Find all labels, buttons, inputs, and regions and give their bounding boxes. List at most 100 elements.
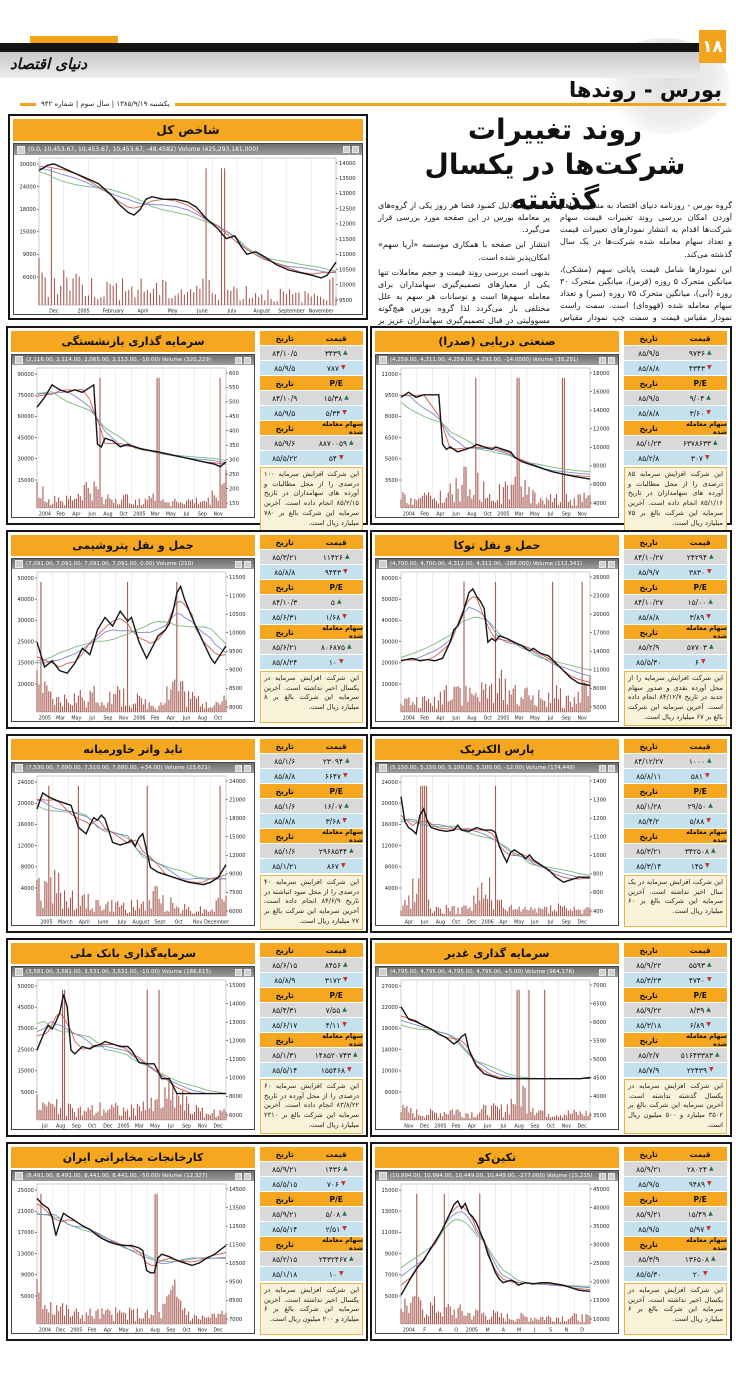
svg-text:Jun: Jun [135,1328,144,1334]
capital-increase-note: این شرکت افزایش سرمایه را از محل آورده ن… [624,671,727,726]
svg-text:1200: 1200 [593,816,606,822]
date-header: تاریخ [275,423,294,433]
price-low-date: ۸۵/۸/۸ [638,363,660,373]
svg-text:2005: 2005 [39,716,51,722]
company-panel: تکین‌کو (10,994.00, 10,994.00, 10,449.00… [370,1142,732,1341]
svg-text:30000: 30000 [381,639,398,645]
shares-low-date: ۸۵/۱/۲۱ [272,861,298,871]
svg-text:10000: 10000 [593,1317,610,1323]
svg-text:15000: 15000 [381,1188,398,1194]
pe-high-row: ▲ ۱۵/۴۹ ۸۵/۹/۲۱ [624,1207,727,1221]
svg-text:5000: 5000 [593,705,606,711]
down-arrow-icon: ▼ [709,1066,714,1073]
date-header: تاریخ [639,945,658,955]
svg-text:2005: 2005 [118,1124,130,1130]
pe-low-row: ▼ ۴/۱۱ ۸۵/۶/۱۷ [260,1018,363,1032]
svg-text:800: 800 [593,872,603,878]
price-chart: 11500 11000 10500 10000 9500 9000 8500 8000 5000… [17,571,246,722]
window-ohlc-label: (7,091.00, 7,091.00, 7,091.00, 7,091.00,… [26,561,194,567]
pe-low-value: ۶/۸۹ [689,1020,705,1030]
shares-low-value: ۱۵۵۴۶۸ [320,1065,345,1075]
svg-text:D: D [580,1328,584,1334]
svg-text:Mar: Mar [151,512,160,518]
up-arrow-icon: ▲ [342,349,348,356]
shares-header-row: سهام معامله شده تاریخ [260,420,363,436]
shares-low-row: ▼ ۱۰ ۸۵/۸/۲۴ [260,655,363,669]
price-chart: 7000 6500 6000 5500 5000 4500 4000 3500 27000 220… [381,979,606,1130]
svg-text:Mar: Mar [56,716,65,722]
pe-low-date: ۸۵/۴/۲ [638,816,660,826]
pe-high-row: ▲ ۲۹/۵۰ ۸۵/۱/۲۸ [624,799,727,813]
data-table: قیمت تاریخ ▲ ۲۸۰۲۴ ۸۵/۹/۲۱ ▼ ۹۴۸۹ ۸۵/۹/۵ P… [624,1147,727,1335]
pe-low-row: ▼ ۳/۶۰ ۸۵/۸/۸ [624,406,727,420]
shares-header-row: سهام معامله شده تاریخ [624,420,727,436]
date-header: تاریخ [639,786,658,796]
pe-low-value: ۵/۹۷ [689,1224,705,1234]
shares-high-row: ▲ ۵۱۶۴۳۳۸۳ ۸۵/۲/۷ [624,1048,727,1062]
svg-text:Dec: Dec [56,1328,66,1334]
pe-high-date: ۸۴/۱۰/۳ [272,597,298,607]
svg-text:May: May [150,1124,160,1130]
shares-high-date: ۸۵/۲/۹ [638,642,660,652]
up-arrow-icon: ▲ [349,847,354,854]
svg-text:2006: 2006 [482,920,494,926]
svg-text:14500: 14500 [229,1187,246,1193]
svg-text:3500: 3500 [385,478,398,484]
section-title: بورس - روندها [568,78,722,102]
svg-text:Dec: Dec [420,1124,430,1130]
pe-low-row: ▼ ۵/۸۸ ۸۵/۴/۲ [624,814,727,828]
date-header: تاریخ [275,741,294,751]
price-header: قیمت [689,945,711,955]
up-arrow-icon: ▲ [353,1051,358,1058]
svg-text:Sep: Sep [198,512,207,518]
svg-text:18000: 18000 [19,207,36,213]
up-arrow-icon: ▲ [706,394,711,401]
price-high-value: ۹۷۳۶ [688,348,705,358]
svg-text:6500: 6500 [385,435,398,441]
down-arrow-icon: ▼ [342,772,348,779]
shares-header-row: سهام معامله شده تاریخ [260,1236,363,1252]
svg-text:5000: 5000 [21,1294,34,1300]
price-low-row: ▼ ۹۴۸۹ ۸۵/۹/۵ [624,1177,727,1191]
svg-text:15000: 15000 [229,835,246,841]
down-arrow-icon: ▼ [347,1066,352,1073]
data-table: قیمت تاریخ ▲ ۹۷۳۶ ۸۵/۹/۵ ▼ ۴۳۴۳ ۸۵/۸/۸ P/E… [624,331,727,532]
headline-line1: روند تغییرات [467,113,643,146]
svg-text:10000: 10000 [229,631,246,637]
index-panel: شاخص کل (0.0, 10,453.67, 10,453.67, 10,4… [8,114,368,320]
date-header: تاریخ [275,786,294,796]
svg-text:6000: 6000 [593,1020,606,1026]
svg-text:Oct: Oct [483,512,491,518]
shares-low-value: ۵۴ [328,453,337,463]
shares-high-row: ▲ ۸۰۶۸۷۵ ۸۵/۶/۲۱ [260,640,363,654]
svg-text:April: April [137,309,148,315]
price-low-row: ▼ ۷۸۷ ۸۵/۹/۵ [260,361,363,375]
close-icon [244,968,251,976]
svg-text:17000: 17000 [593,631,610,637]
pe-high-row: ▲ ۷/۵۵ ۸۵/۴/۳۱ [260,1003,363,1017]
svg-text:Dec: Dec [577,1124,587,1130]
window-ohlc-label: (10,994.00, 10,994.00, 10,449.00, 10,449… [390,1173,593,1179]
pe-high-date: ۸۴/۱۰/۲۷ [634,597,664,607]
price-high-row: ▲ ۱۰۰۰ ۸۴/۱۲/۲۷ [624,754,727,768]
data-table: قیمت تاریخ ▲ ۲۴۲۹۴ ۸۴/۱۰/۲۷ ▼ ۳۸۳۰ ۸۵/۹/۷ … [624,535,727,726]
pe-high-value: ۲۹/۵۰ [687,801,707,811]
pe-low-date: ۸۵/۶/۱۷ [272,1020,298,1030]
pe-low-value: ۳/۶۸ [325,816,341,826]
price-high-value: ۱۰۰۰ [688,756,705,766]
svg-text:6000: 6000 [229,1113,242,1119]
svg-text:50000: 50000 [17,576,34,582]
pe-high-date: ۸۵/۹/۵ [638,393,660,403]
svg-text:9000: 9000 [229,668,242,674]
pe-header: P/E [693,990,707,1000]
pe-header: P/E [693,1194,707,1204]
window-ohlc-label: (4,795.00, 4,795.00, 4,795.00, 4,795.00,… [390,969,575,975]
date-header: تاریخ [639,1035,658,1045]
svg-text:400: 400 [593,909,603,915]
down-arrow-icon: ▼ [706,1021,711,1028]
svg-text:30000: 30000 [17,457,34,463]
date-header: تاریخ [639,537,658,547]
index-chart-window: (0.0, 10,453.67, 10,453.67, 10,453.67, -… [13,143,363,315]
shares-high-date: ۸۵/۱/۶ [274,846,296,856]
svg-text:5000: 5000 [593,1057,606,1063]
